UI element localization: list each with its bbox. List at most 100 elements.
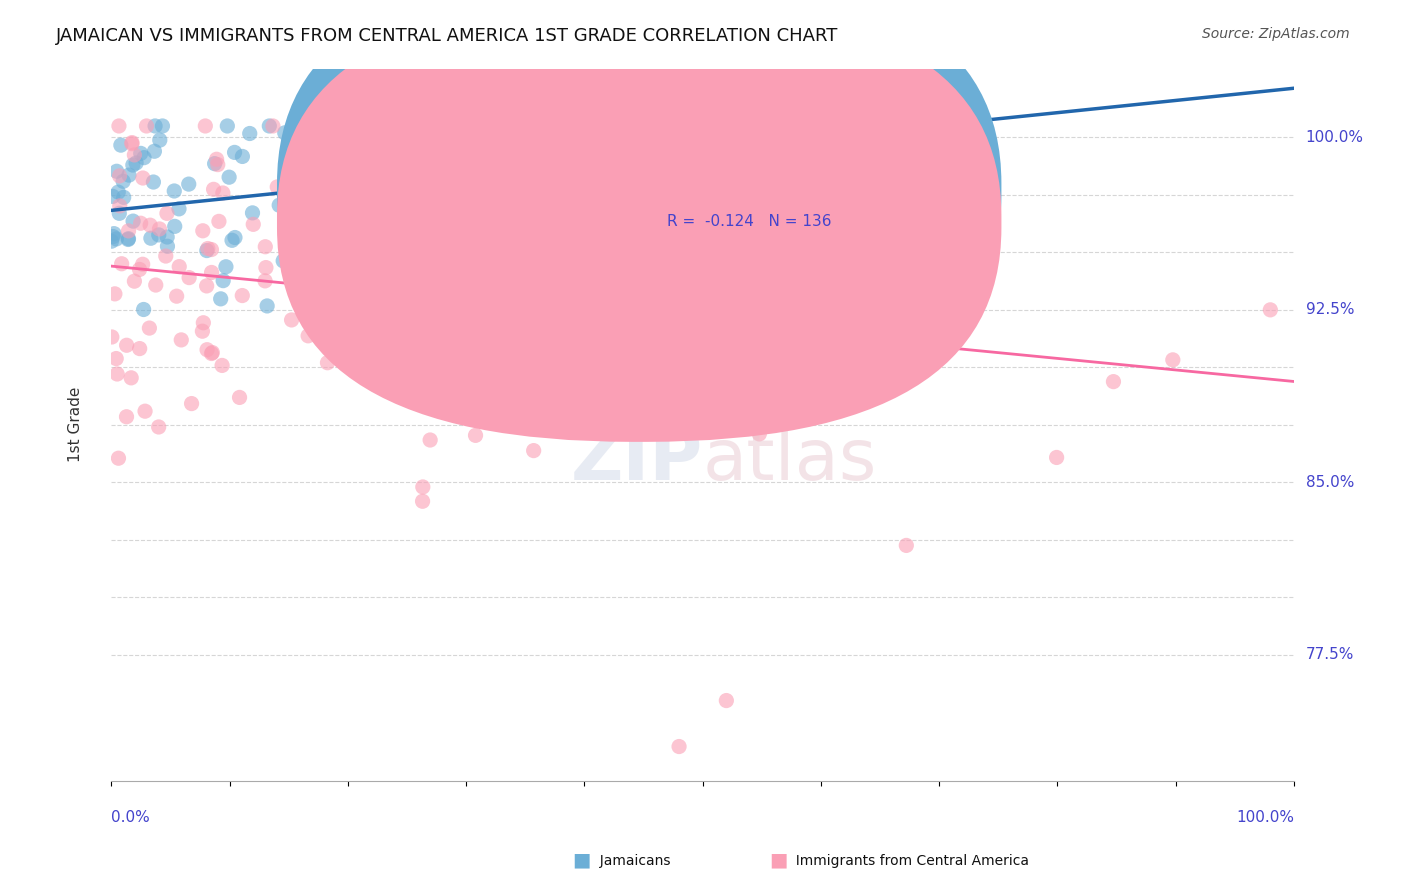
Point <box>841 119 863 133</box>
Text: 85.0%: 85.0% <box>1306 475 1354 490</box>
Point <box>212 274 235 288</box>
Point <box>404 119 426 133</box>
Point <box>412 480 434 494</box>
Point <box>380 273 402 287</box>
Point <box>297 328 319 343</box>
Point <box>366 175 388 189</box>
Point <box>110 138 132 153</box>
Point <box>202 182 225 196</box>
Point <box>502 313 524 327</box>
Point <box>193 316 215 330</box>
Point <box>132 171 155 186</box>
Point <box>607 119 630 133</box>
Point <box>191 224 214 238</box>
Point <box>195 244 218 258</box>
Point <box>266 180 288 194</box>
Point <box>423 260 446 274</box>
Point <box>156 206 179 220</box>
Point <box>633 266 655 280</box>
FancyBboxPatch shape <box>609 154 950 247</box>
Point <box>228 391 250 405</box>
Point <box>1161 352 1184 367</box>
Point <box>118 168 141 182</box>
Point <box>108 119 131 133</box>
Point <box>409 280 432 294</box>
Point <box>205 153 228 167</box>
Point <box>740 293 762 307</box>
Point <box>115 338 138 352</box>
Point <box>359 237 381 252</box>
Point <box>108 206 131 220</box>
Point <box>298 214 321 228</box>
Point <box>239 127 262 141</box>
Point <box>122 214 145 228</box>
Point <box>254 240 277 254</box>
FancyBboxPatch shape <box>277 0 1001 409</box>
Point <box>1260 302 1282 317</box>
Point <box>156 230 179 244</box>
Point <box>311 119 333 133</box>
Point <box>101 229 124 244</box>
Point <box>308 295 330 310</box>
Point <box>457 389 479 403</box>
Point <box>115 409 138 424</box>
Point <box>256 299 278 313</box>
Point <box>416 314 439 328</box>
Point <box>482 199 505 213</box>
Point <box>163 184 186 198</box>
Point <box>120 371 142 385</box>
Point <box>224 145 246 160</box>
Point <box>1046 450 1069 465</box>
Point <box>200 243 222 257</box>
Point <box>911 190 934 204</box>
Point <box>482 160 505 174</box>
Point <box>339 238 361 252</box>
Point <box>295 204 318 219</box>
Point <box>648 305 671 319</box>
Point <box>412 494 434 508</box>
Point <box>231 149 253 163</box>
Point <box>200 346 222 360</box>
Point <box>259 119 281 133</box>
Point <box>454 187 477 202</box>
Point <box>254 274 277 288</box>
Point <box>654 247 676 261</box>
Point <box>117 232 139 246</box>
Point <box>111 257 134 271</box>
Point <box>384 356 406 370</box>
Point <box>464 122 486 136</box>
Text: JAMAICAN VS IMMIGRANTS FROM CENTRAL AMERICA 1ST GRADE CORRELATION CHART: JAMAICAN VS IMMIGRANTS FROM CENTRAL AMER… <box>56 27 838 45</box>
Text: Jamaicans: Jamaicans <box>591 855 671 868</box>
Point <box>506 155 529 169</box>
Text: R =  -0.124   N = 136: R = -0.124 N = 136 <box>668 214 832 229</box>
Point <box>290 123 312 137</box>
Point <box>242 206 264 220</box>
Point <box>117 232 139 246</box>
Point <box>280 226 302 240</box>
Point <box>152 119 174 133</box>
Point <box>502 314 524 328</box>
Point <box>128 262 150 277</box>
Point <box>254 260 277 275</box>
Point <box>104 286 127 301</box>
Point <box>378 293 401 308</box>
Point <box>262 119 284 133</box>
Point <box>668 739 690 754</box>
Point <box>360 145 382 160</box>
Point <box>340 231 363 245</box>
Point <box>550 231 572 245</box>
Point <box>101 330 124 344</box>
Point <box>388 175 411 189</box>
Point <box>589 305 612 319</box>
Point <box>375 301 398 315</box>
Point <box>458 119 481 133</box>
Point <box>360 271 382 285</box>
Point <box>360 119 382 133</box>
Text: 100.0%: 100.0% <box>1236 810 1294 824</box>
Point <box>596 249 619 263</box>
Point <box>896 538 918 552</box>
Point <box>395 206 418 220</box>
Point <box>811 124 834 138</box>
Point <box>195 343 218 357</box>
Point <box>143 145 166 159</box>
